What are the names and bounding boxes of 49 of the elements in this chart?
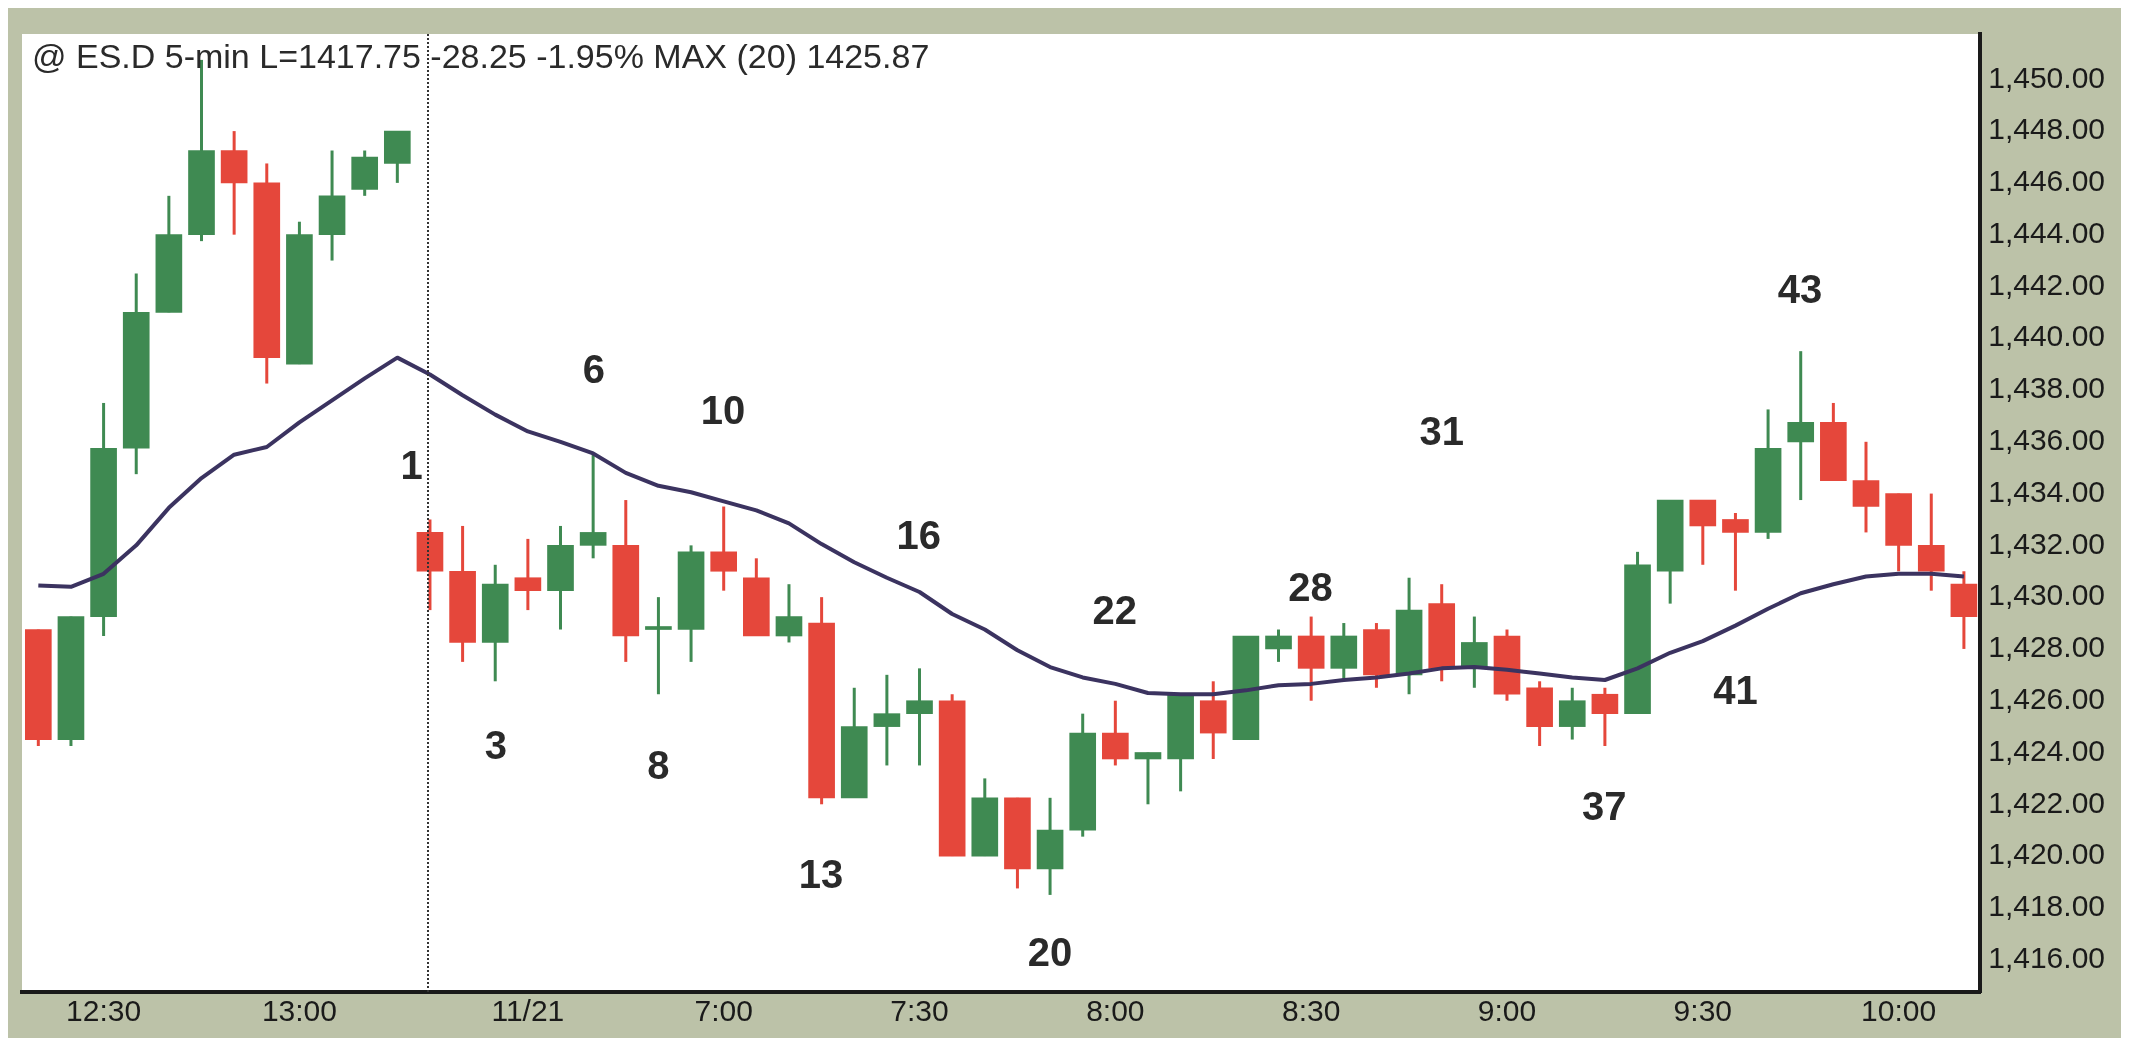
y-tick-label: 1,420.00 [1988,837,2105,871]
annotation: 28 [1288,564,1333,609]
annotation: 10 [700,388,746,433]
y-tick-label: 1,418.00 [1988,889,2105,923]
y-tick-label: 1,448.00 [1988,112,2105,146]
x-tick-label: 8:30 [1281,994,1341,1028]
y-tick-label: 1,440.00 [1988,319,2105,353]
y-tick-label: 1,450.00 [1988,60,2105,94]
y-tick-label: 1,432.00 [1988,526,2105,560]
y-tick-label: 1,430.00 [1988,578,2105,612]
y-tick-label: 1,428.00 [1988,630,2105,664]
annotation: 8 [647,742,670,787]
y-tick-label: 1,434.00 [1988,474,2105,508]
annotation: 37 [1581,784,1627,829]
annotation: 22 [1092,587,1137,632]
x-tick-label: 8:00 [1086,994,1145,1028]
annotation: 3 [484,722,508,767]
candlestick [579,454,607,559]
y-tick-label: 1,438.00 [1988,371,2105,405]
candlestick [873,673,901,766]
annotation: 41 [1713,668,1758,713]
candlestick [906,668,933,766]
x-tick-label: 13:00 [261,994,337,1028]
y-tick-label: 1,444.00 [1988,215,2105,249]
x-tick-label: 7:30 [890,994,949,1028]
annotation: 1 [400,443,423,488]
annotation: 20 [1027,929,1073,974]
candlestick [645,597,672,696]
x-tick-label: 12:30 [66,994,142,1028]
annotation: 31 [1419,409,1464,454]
annotation: 6 [582,347,605,392]
x-tick-label: 11/21 [491,994,565,1028]
y-tick-label: 1,446.00 [1988,164,2105,198]
annotation: 16 [896,512,942,557]
y-tick-label: 1,426.00 [1988,681,2105,715]
x-tick-label: 10:00 [1861,994,1937,1028]
y-tick-label: 1,424.00 [1988,733,2105,767]
annotation: 13 [798,852,844,897]
y-tick-label: 1,436.00 [1988,423,2105,457]
candlestick [1787,351,1815,502]
candlestick [1722,513,1749,591]
x-tick-label: 9:00 [1477,994,1537,1028]
annotation: 43 [1777,266,1823,311]
y-tick-label: 1,442.00 [1988,267,2105,301]
chart-title: @ ES.D 5-min L=1417.75 -28.25 -1.95% MAX (20) 1425.87 [32,37,930,76]
x-tick-label: 7:00 [694,994,753,1028]
y-tick-label: 1,416.00 [1988,940,2105,974]
x-tick-label: 9:30 [1673,994,1732,1028]
y-tick-label: 1,422.00 [1988,785,2105,819]
